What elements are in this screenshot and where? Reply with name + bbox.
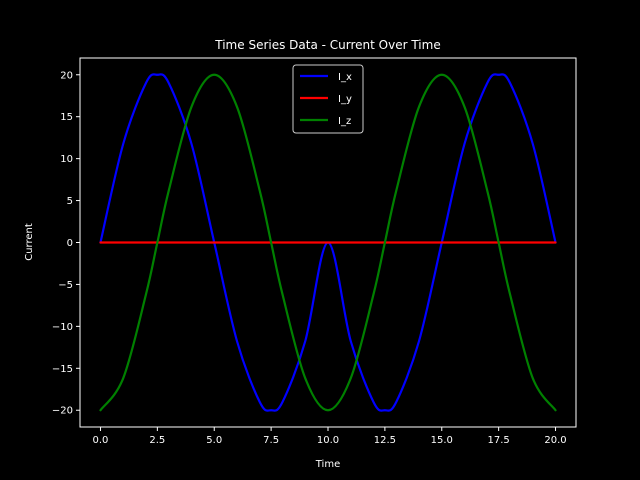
y-tick-label: 20 bbox=[60, 70, 73, 81]
x-tick-label: 0.0 bbox=[93, 435, 109, 446]
legend: I_x I_y I_z bbox=[292, 64, 364, 134]
x-tick-label: 17.5 bbox=[488, 435, 510, 446]
x-axis: 0.0 2.5 5.0 7.5 10.0 12.5 15.0 17.5 20.0 bbox=[93, 427, 567, 446]
y-tick-label: 15 bbox=[60, 112, 73, 123]
x-tick-label: 10.0 bbox=[317, 435, 339, 446]
x-tick-label: 15.0 bbox=[431, 435, 453, 446]
y-axis-label: Current bbox=[24, 223, 35, 261]
legend-label-i-x: I_x bbox=[338, 72, 352, 83]
y-tick-label: −10 bbox=[52, 322, 73, 333]
series-layer bbox=[99, 73, 557, 412]
y-tick-label: 5 bbox=[67, 196, 73, 207]
x-tick-label: 20.0 bbox=[544, 435, 566, 446]
series-line-i-z bbox=[99, 73, 557, 412]
legend-label-i-z: I_z bbox=[338, 116, 351, 127]
x-tick-label: 7.5 bbox=[263, 435, 279, 446]
x-axis-label: Time bbox=[315, 459, 340, 470]
x-tick-label: 5.0 bbox=[206, 435, 222, 446]
y-tick-label: 10 bbox=[60, 154, 73, 165]
y-axis: −20 −15 −10 −5 0 5 10 15 20 bbox=[52, 70, 80, 417]
x-tick-label: 2.5 bbox=[149, 435, 165, 446]
y-tick-label: −15 bbox=[52, 364, 73, 375]
legend-label-i-y: I_y bbox=[338, 94, 352, 105]
y-tick-label: −20 bbox=[52, 406, 73, 417]
chart-title: Time Series Data - Current Over Time bbox=[214, 38, 440, 52]
y-tick-label: 0 bbox=[67, 238, 73, 249]
y-tick-label: −5 bbox=[58, 280, 73, 291]
x-tick-label: 12.5 bbox=[374, 435, 396, 446]
